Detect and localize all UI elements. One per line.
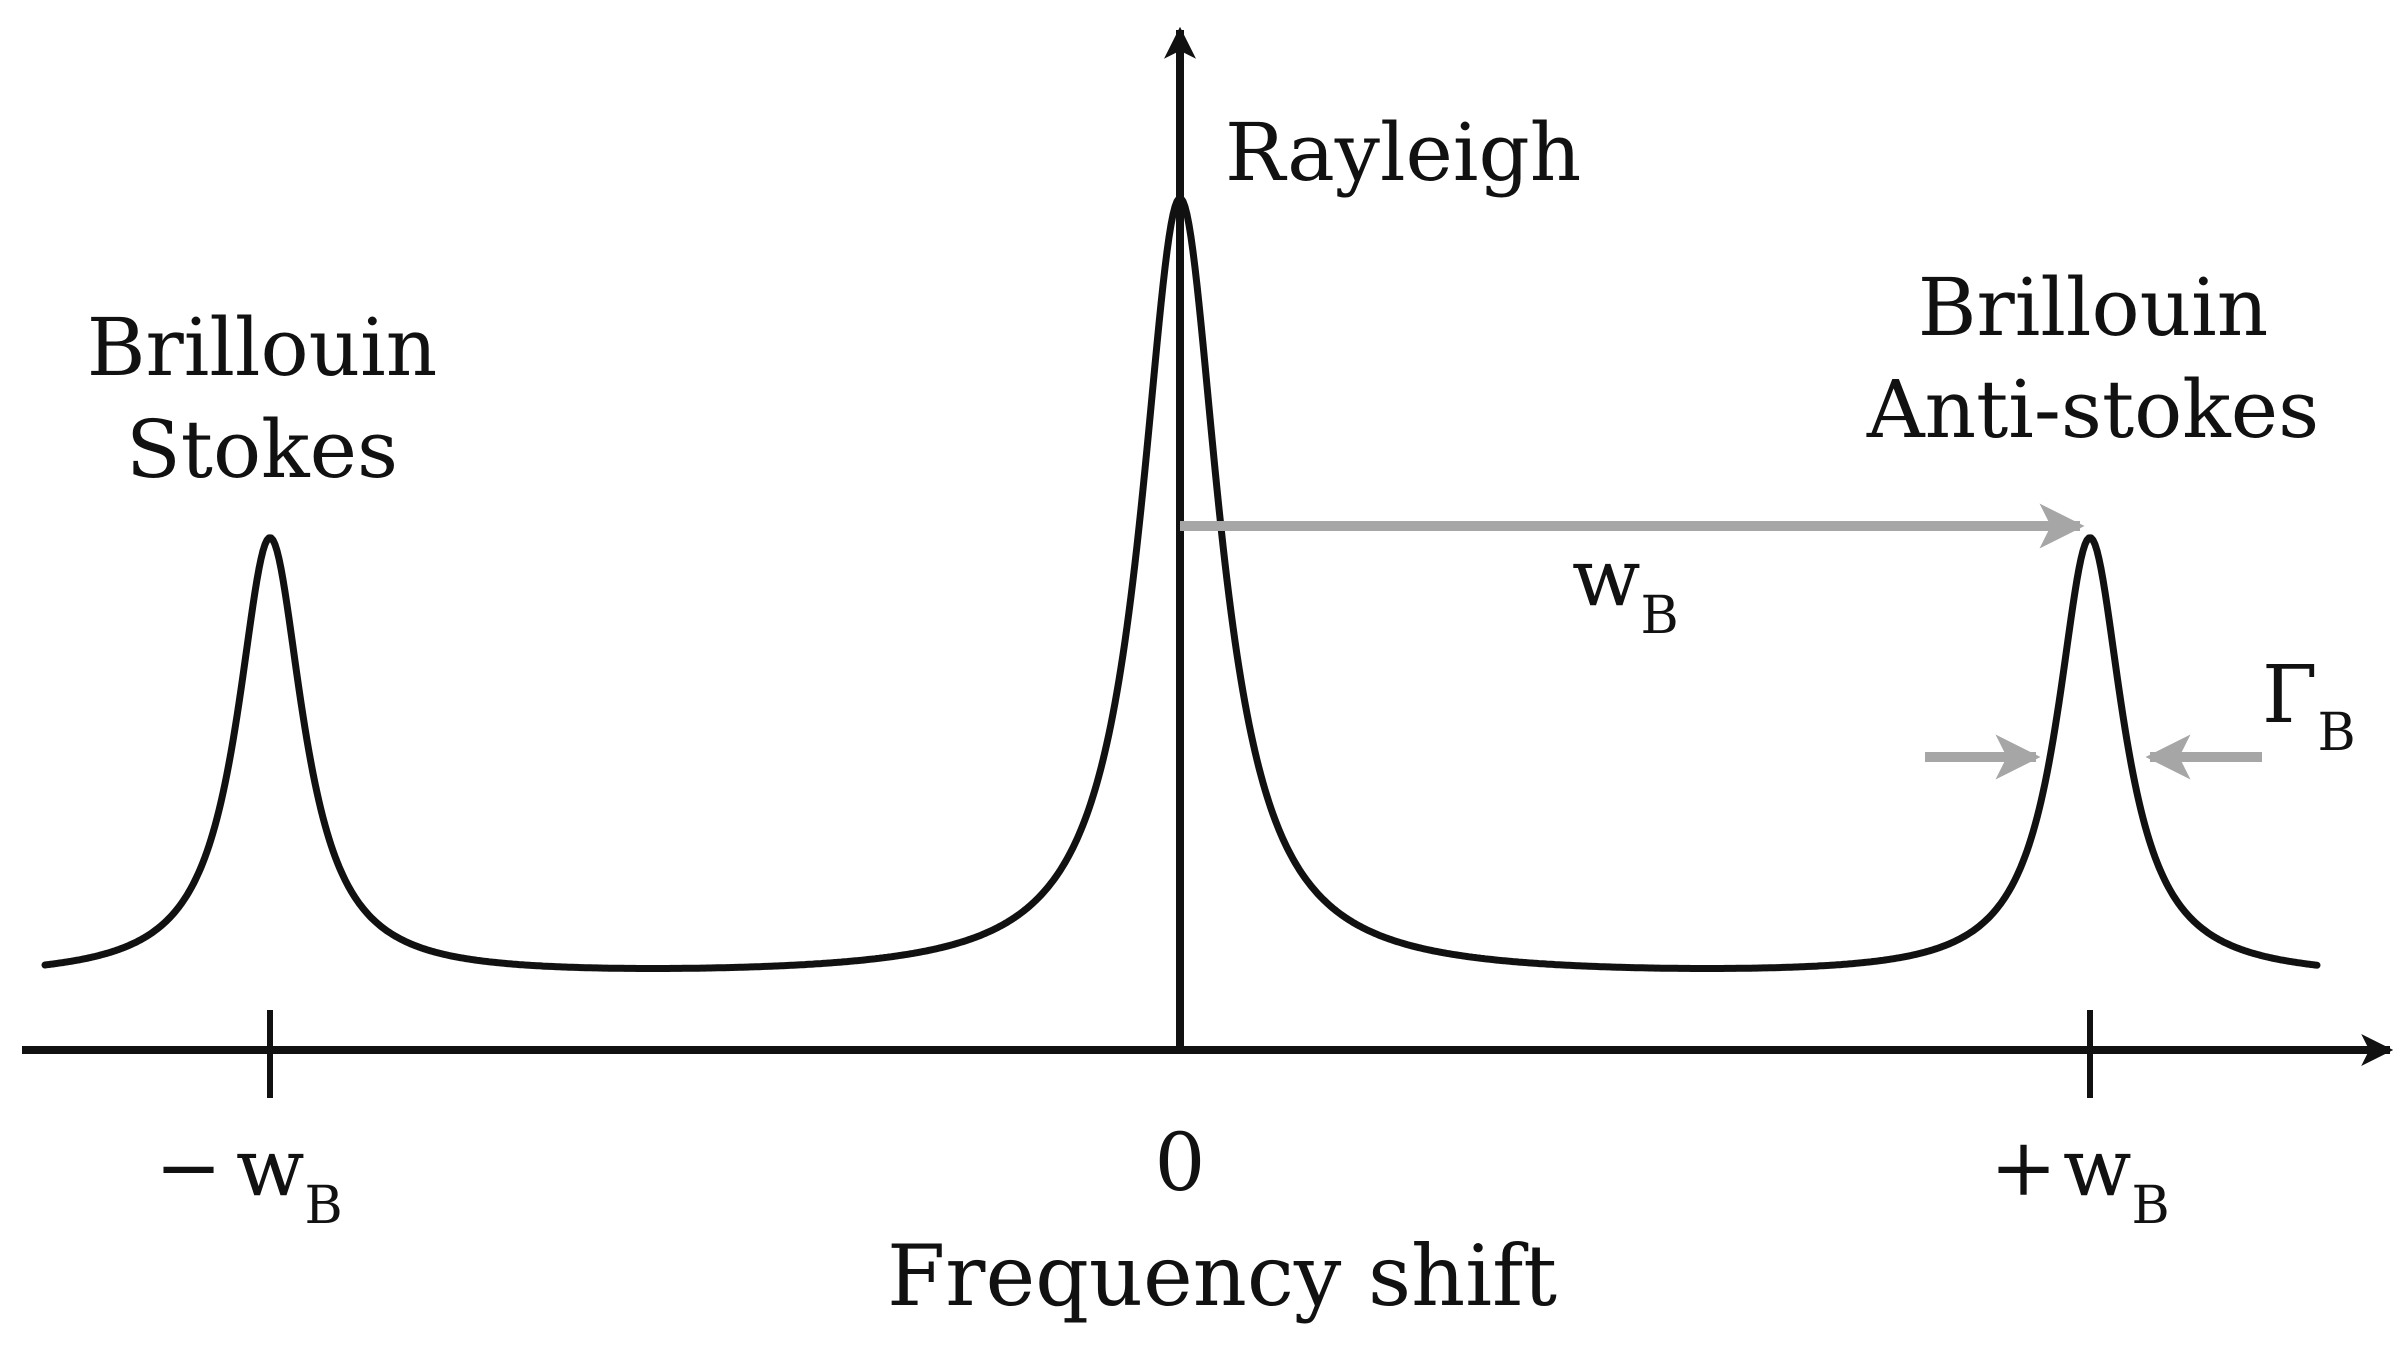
rayleigh-label: Rayleigh (1225, 106, 1581, 199)
antistokes-label-line1: Brillouin (1918, 261, 2269, 354)
x-axis-title: Frequency shift (887, 1227, 1557, 1325)
tick-label-zero: 0 (1155, 1116, 1206, 1209)
tick-label-minus-wb: − wB (155, 1121, 343, 1236)
tick-label-plus-wb: +wB (1990, 1121, 2170, 1236)
shift-label: wB (1572, 531, 1679, 646)
stokes-label-line1: Brillouin (87, 301, 438, 394)
antistokes-label-line2: Anti-stokes (1866, 363, 2319, 456)
linewidth-label: ΓB (2262, 648, 2356, 763)
stokes-label-line2: Stokes (126, 403, 398, 496)
